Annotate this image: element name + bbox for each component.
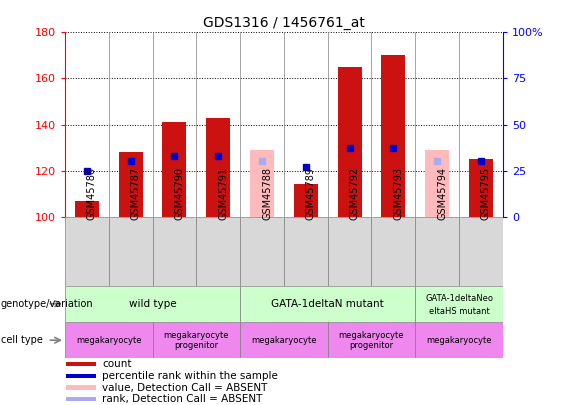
Bar <box>415 217 459 286</box>
Text: eltaHS mutant: eltaHS mutant <box>429 307 489 315</box>
Text: megakaryocyte: megakaryocyte <box>76 336 141 345</box>
Bar <box>65 322 153 358</box>
Bar <box>240 217 284 286</box>
Text: GSM45786: GSM45786 <box>87 167 97 220</box>
Text: GATA-1deltaN mutant: GATA-1deltaN mutant <box>271 299 384 309</box>
Text: GSM45789: GSM45789 <box>306 167 316 220</box>
Bar <box>337 67 362 217</box>
Bar <box>381 55 406 217</box>
Bar <box>372 217 415 286</box>
Bar <box>328 322 415 358</box>
Bar <box>197 217 240 286</box>
Text: GSM45788: GSM45788 <box>262 167 272 220</box>
Bar <box>119 152 143 217</box>
Text: wild type: wild type <box>129 299 176 309</box>
Text: rank, Detection Call = ABSENT: rank, Detection Call = ABSENT <box>102 394 263 404</box>
Bar <box>328 217 372 286</box>
Bar <box>108 217 153 286</box>
Text: GATA-1deltaNeo: GATA-1deltaNeo <box>425 294 493 303</box>
Text: cell type: cell type <box>1 335 42 345</box>
Text: megakaryocyte
progenitor: megakaryocyte progenitor <box>164 330 229 350</box>
Text: GSM45793: GSM45793 <box>393 167 403 220</box>
Bar <box>469 159 493 217</box>
Bar <box>415 322 503 358</box>
Bar <box>250 150 274 217</box>
Bar <box>284 217 328 286</box>
Bar <box>65 217 109 286</box>
Bar <box>153 322 240 358</box>
Bar <box>240 322 328 358</box>
Bar <box>240 286 415 322</box>
Bar <box>153 217 197 286</box>
Bar <box>415 286 503 322</box>
Text: megakaryocyte: megakaryocyte <box>251 336 316 345</box>
Bar <box>75 200 99 217</box>
Text: megakaryocyte: megakaryocyte <box>427 336 492 345</box>
Text: genotype/variation: genotype/variation <box>1 299 93 309</box>
Text: GSM45795: GSM45795 <box>481 167 491 220</box>
Text: megakaryocyte
progenitor: megakaryocyte progenitor <box>339 330 404 350</box>
Text: count: count <box>102 359 132 369</box>
Text: GSM45792: GSM45792 <box>350 167 359 220</box>
Bar <box>206 117 231 217</box>
Bar <box>294 184 318 217</box>
Bar <box>67 397 96 401</box>
Title: GDS1316 / 1456761_at: GDS1316 / 1456761_at <box>203 16 365 30</box>
Bar <box>459 217 503 286</box>
Bar <box>67 362 96 367</box>
Bar <box>67 374 96 378</box>
Bar <box>67 385 96 390</box>
Text: GSM45794: GSM45794 <box>437 167 447 220</box>
Text: GSM45791: GSM45791 <box>218 167 228 220</box>
Bar <box>425 150 449 217</box>
Text: percentile rank within the sample: percentile rank within the sample <box>102 371 278 381</box>
Bar <box>65 286 240 322</box>
Bar <box>162 122 186 217</box>
Text: GSM45790: GSM45790 <box>175 167 184 220</box>
Text: value, Detection Call = ABSENT: value, Detection Call = ABSENT <box>102 383 268 392</box>
Text: GSM45787: GSM45787 <box>131 167 141 220</box>
